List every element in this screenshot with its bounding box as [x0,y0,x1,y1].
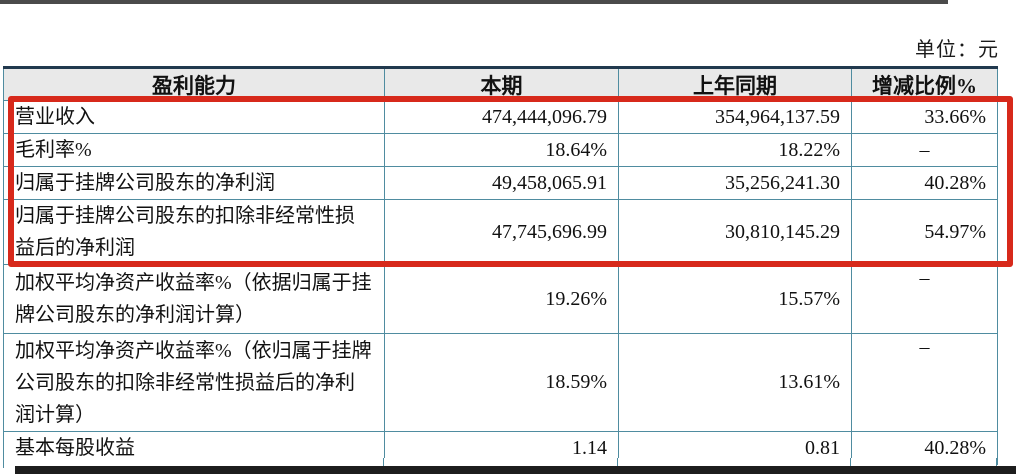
table-row-gross-margin: 毛利率% 18.64% 18.22% – [3,133,998,167]
table-row-weighted-avg-roe: 加权平均净资产收益率%（依据归属于挂牌公司股东的净利润计算） 19.26% 15… [3,264,998,334]
change-value: 40.28% [851,166,998,200]
row-label: 毛利率% [3,133,385,167]
current-value: 474,444,096.79 [384,100,619,134]
top-edge-bar [0,0,948,4]
change-value: – [851,333,998,432]
column-header-profitability: 盈利能力 [3,67,385,101]
row-label: 归属于挂牌公司股东的净利润 [3,166,385,200]
bottom-edge-bar [15,466,1016,474]
current-value: 47,745,696.99 [384,199,619,265]
partial-cell [384,458,618,468]
row-label: 加权平均净资产收益率%（依据归属于挂牌公司股东的净利润计算） [3,264,385,334]
table-row-revenue: 营业收入 474,444,096.79 354,964,137.59 33.66… [3,100,998,134]
profitability-table: 盈利能力 本期 上年同期 增减比例% 营业收入 474,444,096.79 3… [3,66,998,465]
change-value: 33.66% [851,100,998,134]
partial-cell [618,458,851,468]
column-header-change-ratio: 增减比例% [851,67,998,101]
current-value: 19.26% [384,264,619,334]
column-header-prior-period: 上年同期 [618,67,852,101]
change-value: – [851,264,998,334]
current-value: 49,458,065.91 [384,166,619,200]
partial-next-row [3,458,997,468]
prior-value: 18.22% [618,133,852,167]
column-header-current-period: 本期 [384,67,619,101]
table-row-net-profit: 归属于挂牌公司股东的净利润 49,458,065.91 35,256,241.3… [3,166,998,200]
table-row-net-profit-excl-nonrecurring: 归属于挂牌公司股东的扣除非经常性损益后的净利润 47,745,696.99 30… [3,199,998,265]
row-label: 加权平均净资产收益率%（依归属于挂牌公司股东的扣除非经常性损益后的净利润计算） [3,333,385,432]
partial-cell [851,458,997,468]
current-value: 18.59% [384,333,619,432]
prior-value: 354,964,137.59 [618,100,852,134]
change-value: 54.97% [851,199,998,265]
change-value: – [851,133,998,167]
unit-label: 单位：元 [915,39,999,61]
prior-value: 13.61% [618,333,852,432]
partial-cell [3,458,384,468]
prior-value: 15.57% [618,264,852,334]
prior-value: 30,810,145.29 [618,199,852,265]
header-row: 盈利能力 本期 上年同期 增减比例% [3,67,998,101]
row-label: 归属于挂牌公司股东的扣除非经常性损益后的净利润 [3,199,385,265]
current-value: 18.64% [384,133,619,167]
table-row-weighted-avg-roe-excl-nonrecurring: 加权平均净资产收益率%（依归属于挂牌公司股东的扣除非经常性损益后的净利润计算） … [3,333,998,432]
prior-value: 35,256,241.30 [618,166,852,200]
row-label: 营业收入 [3,100,385,134]
